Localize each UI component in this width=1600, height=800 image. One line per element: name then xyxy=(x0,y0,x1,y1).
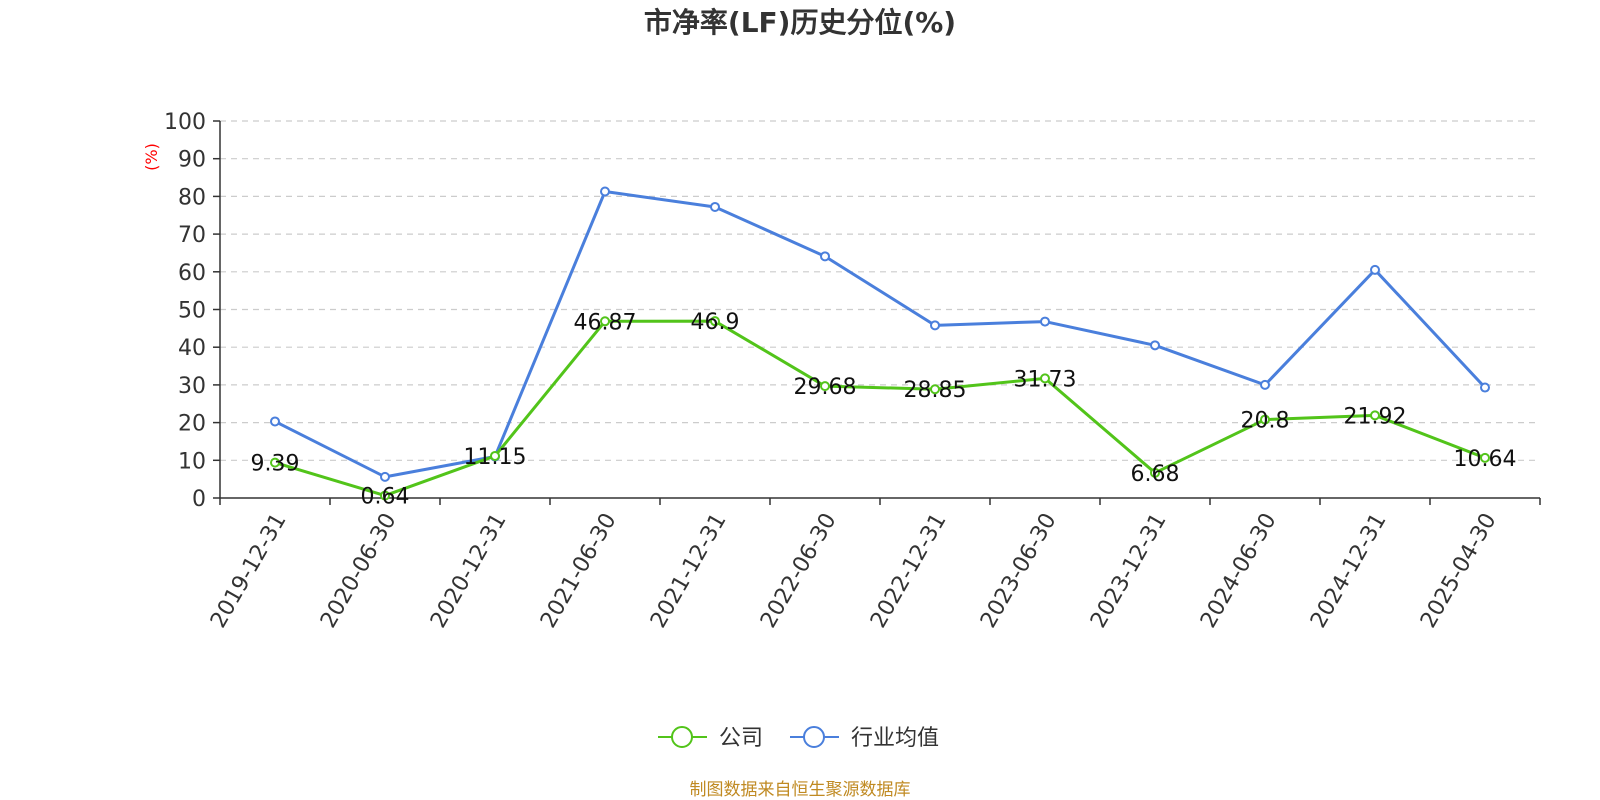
data-label: 9.39 xyxy=(251,452,300,477)
company-point xyxy=(930,384,940,395)
data-label: 11.15 xyxy=(464,445,527,470)
y-tick-label: 30 xyxy=(178,374,206,399)
industry-average-point xyxy=(1260,379,1270,390)
industry-average-point xyxy=(710,201,720,212)
y-tick-label: 100 xyxy=(164,110,206,135)
company-point xyxy=(1040,373,1050,384)
legend-industry-marker-icon xyxy=(803,726,825,748)
company-point xyxy=(710,316,720,327)
x-tick-label: 2021-06-30 xyxy=(536,509,622,632)
series-company xyxy=(270,316,1490,501)
company-line xyxy=(274,319,1486,498)
industry-average-point xyxy=(1370,264,1380,275)
industry-average-point xyxy=(380,471,390,482)
company-point xyxy=(1150,467,1160,478)
y-tick-label: 50 xyxy=(178,299,206,324)
y-axis-unit: (%) xyxy=(142,143,161,171)
x-tick-label: 2023-06-30 xyxy=(976,509,1062,632)
x-tick-label: 2024-12-31 xyxy=(1306,509,1392,632)
axes: 0 10 20 30 40 50 60 70 80 90 100 2019-12-31 2020-06-… xyxy=(164,110,1541,632)
x-tick-label: 2022-06-30 xyxy=(756,509,842,632)
y-tick-label: 60 xyxy=(178,261,206,286)
grid-lines xyxy=(220,120,1540,461)
y-tick-label: 90 xyxy=(178,148,206,173)
y-tick-label: 70 xyxy=(178,223,206,248)
industry-average-point xyxy=(820,251,830,262)
data-label: 28.85 xyxy=(904,378,967,403)
legend-item-company[interactable]: 公司 xyxy=(658,726,763,751)
series-industry-average xyxy=(270,186,1490,482)
industry-average-point xyxy=(270,416,280,427)
legend: 公司 行业均值 xyxy=(658,726,939,751)
company-point xyxy=(820,381,830,392)
x-tick-label: 2024-06-30 xyxy=(1196,509,1282,632)
legend-company-label: 公司 xyxy=(719,726,763,751)
company-point xyxy=(1480,452,1490,463)
company-point xyxy=(1370,410,1380,421)
data-labels: 9.39 0.64 11.15 46.87 46.9 29.68 28.85 31.73 6.6… xyxy=(251,310,1517,509)
data-label: 10.64 xyxy=(1454,447,1517,472)
data-label: 6.68 xyxy=(1131,462,1180,487)
industry-average-point xyxy=(930,320,940,331)
industry-average-point xyxy=(1150,340,1160,351)
data-label: 31.73 xyxy=(1014,367,1077,392)
x-tick-label: 2020-12-31 xyxy=(426,509,512,632)
y-tick-label: 40 xyxy=(178,336,206,361)
industry-average-point xyxy=(1040,316,1050,327)
x-tick-label: 2020-06-30 xyxy=(316,509,402,632)
company-point xyxy=(490,450,500,461)
legend-company-marker-icon xyxy=(671,726,693,748)
x-tick-label: 2022-12-31 xyxy=(866,509,952,632)
industry-average-point xyxy=(1480,382,1490,393)
legend-item-industry-average[interactable]: 行业均值 xyxy=(790,726,939,751)
data-label: 0.64 xyxy=(361,485,410,510)
data-label: 46.87 xyxy=(574,310,637,335)
y-tick-label: 10 xyxy=(178,449,206,474)
series-lines xyxy=(270,186,1490,501)
company-point xyxy=(380,490,390,501)
data-label: 46.9 xyxy=(691,310,740,335)
company-point xyxy=(600,316,610,327)
company-point xyxy=(270,457,280,468)
data-label: 29.68 xyxy=(794,375,857,400)
x-tick-label: 2019-12-31 xyxy=(206,509,292,632)
chart-title: 市净率(LF)历史分位(%) xyxy=(644,6,956,39)
x-tick-label: 2025-04-30 xyxy=(1416,509,1502,632)
data-source-note: 制图数据来自恒生聚源数据库 xyxy=(690,780,911,800)
industry-average-point xyxy=(600,186,610,197)
industry-average-line xyxy=(274,189,1487,479)
y-tick-label: 0 xyxy=(192,487,206,512)
data-label: 20.8 xyxy=(1241,409,1290,434)
x-tick-label: 2021-12-31 xyxy=(646,509,732,632)
x-tick-label: 2023-12-31 xyxy=(1086,509,1172,632)
data-label: 21.92 xyxy=(1344,404,1407,429)
legend-industry-label: 行业均值 xyxy=(851,726,939,751)
company-point xyxy=(1260,414,1270,425)
y-tick-label: 20 xyxy=(178,412,206,437)
y-tick-label: 80 xyxy=(178,185,206,210)
